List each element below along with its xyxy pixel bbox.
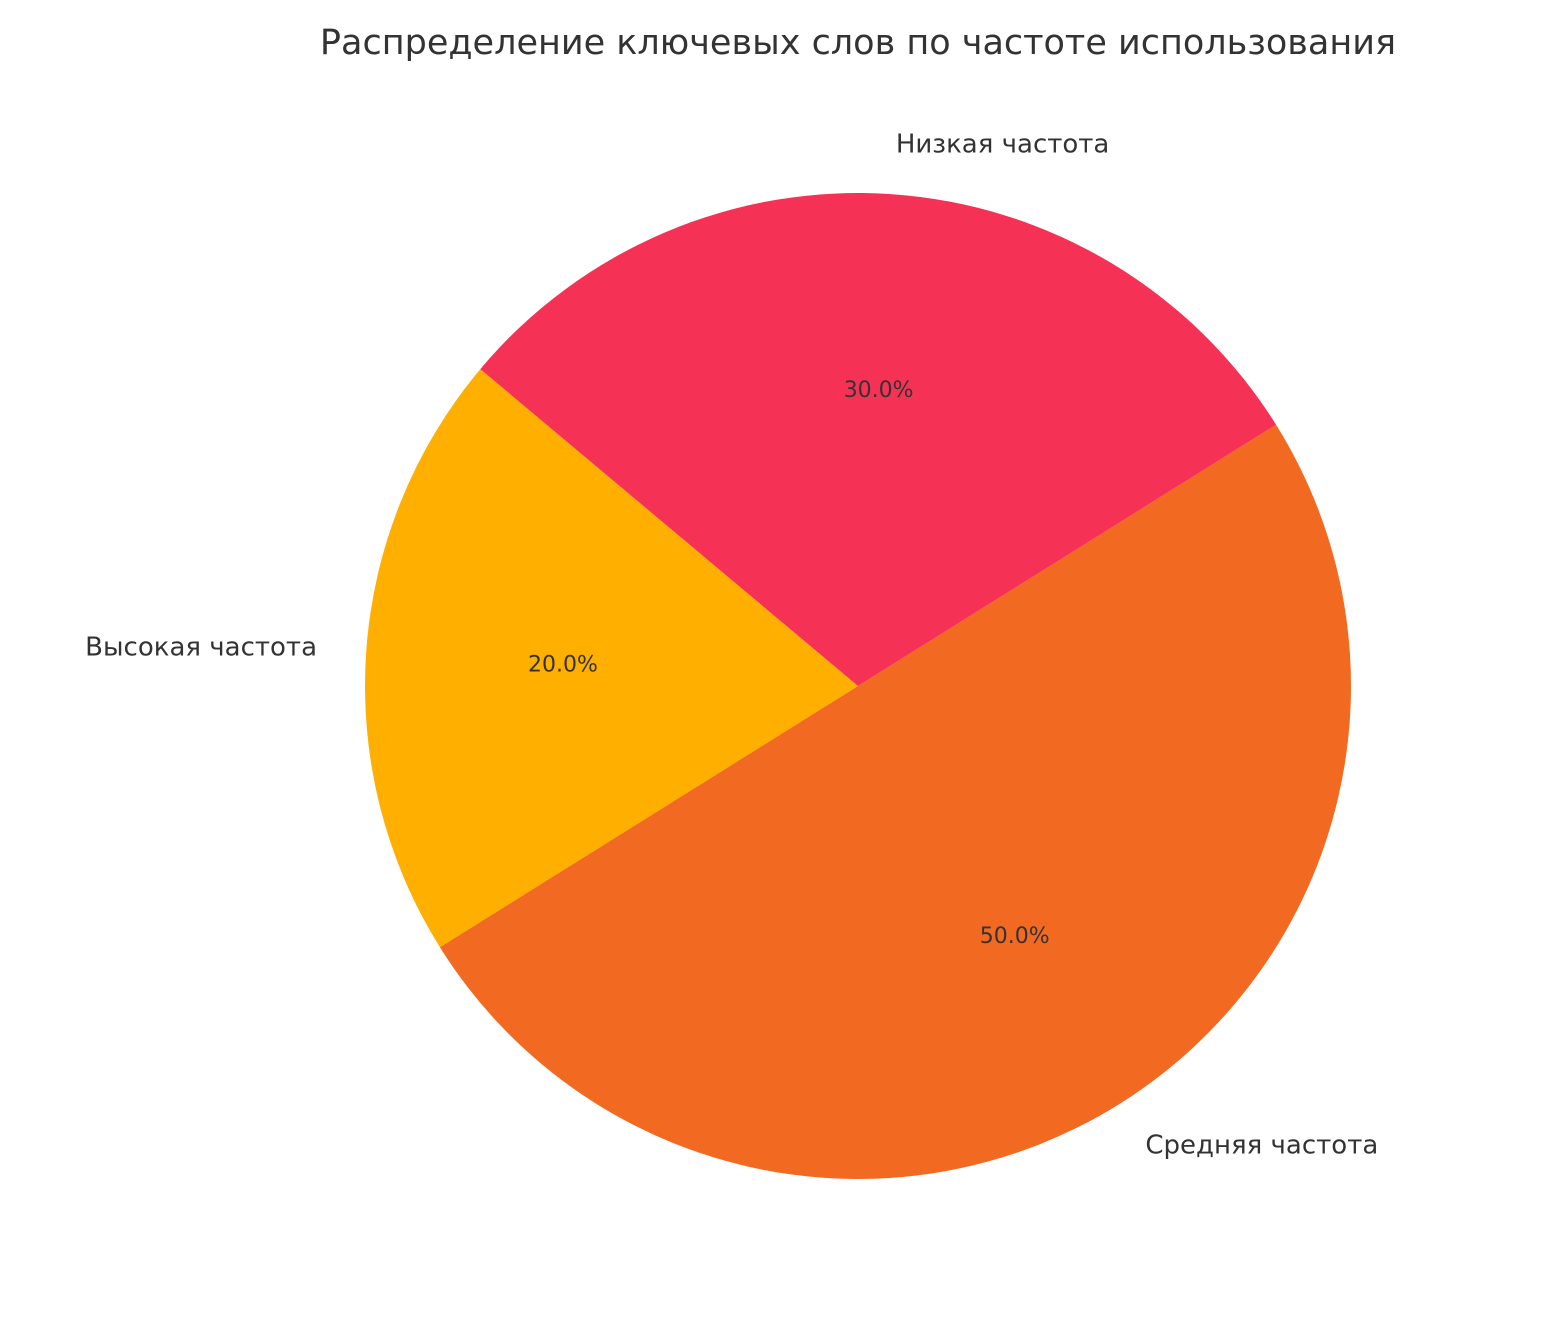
slice-percent-label: 30.0% <box>844 378 914 403</box>
slice-label: Средняя частота <box>1145 1130 1378 1160</box>
pie-slice <box>439 424 1351 1179</box>
slice-label: Высокая частота <box>85 633 317 663</box>
slice-percent-label: 20.0% <box>528 652 598 677</box>
chart-title: Распределение ключевых слов по частоте и… <box>320 23 1396 63</box>
slice-percent-label: 50.0% <box>980 924 1050 949</box>
pie-slice <box>365 369 858 948</box>
slice-label: Низкая частота <box>896 130 1110 160</box>
pie-slice <box>480 192 1277 686</box>
